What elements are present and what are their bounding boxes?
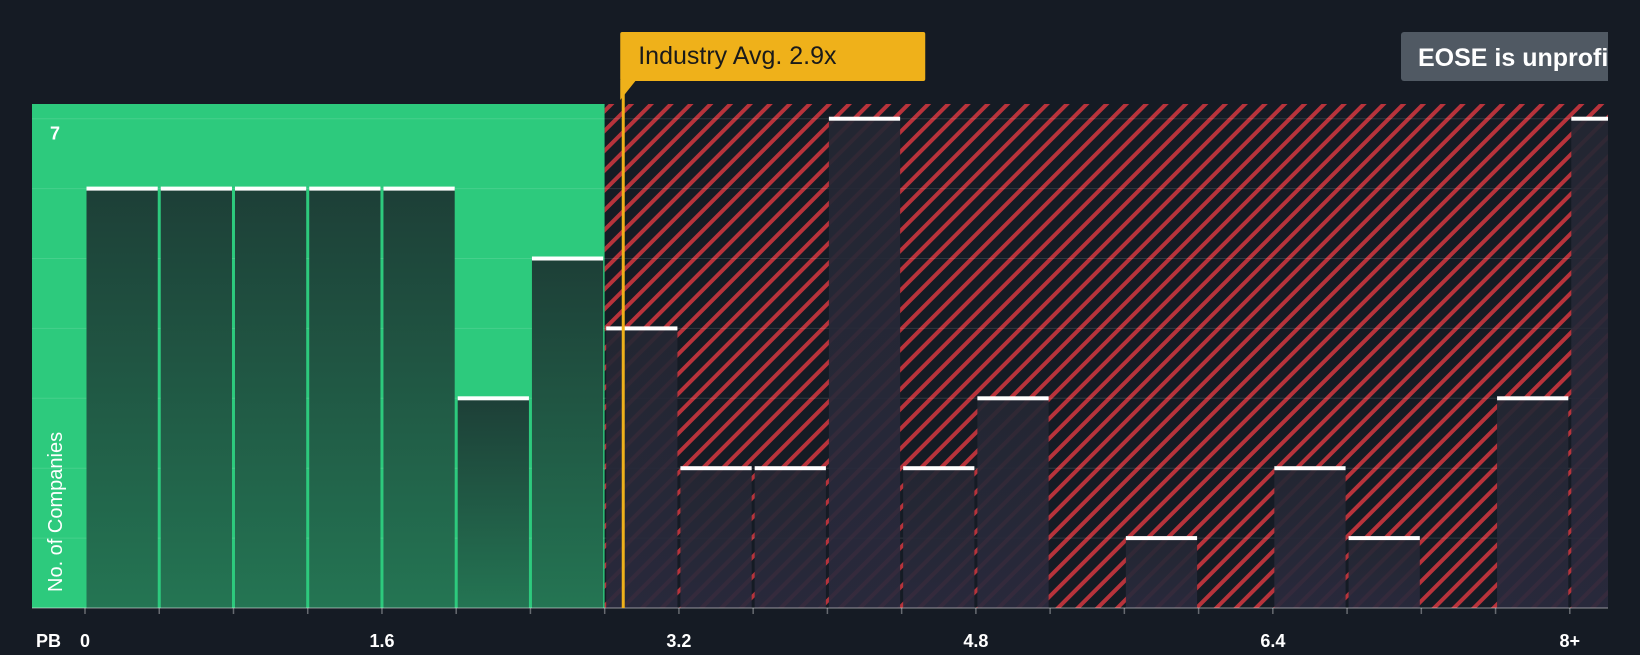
x-tick-label: 4.8 bbox=[963, 631, 988, 650]
bar-top-marker bbox=[1126, 536, 1197, 540]
x-tick-label: 6.4 bbox=[1260, 631, 1285, 650]
y-axis-label: No. of Companies bbox=[45, 432, 67, 592]
histogram-bar bbox=[383, 187, 454, 608]
histogram-bar bbox=[161, 187, 232, 608]
bar-top-marker bbox=[235, 187, 306, 191]
histogram-bar bbox=[903, 466, 974, 608]
bar-top-marker bbox=[755, 466, 826, 470]
bar-top-marker bbox=[532, 257, 603, 261]
histogram-bar bbox=[235, 187, 306, 608]
bar-top-marker bbox=[1571, 117, 1640, 121]
histogram-bar bbox=[755, 466, 826, 608]
bar-top-marker bbox=[977, 396, 1048, 400]
bar-top-marker bbox=[1349, 536, 1420, 540]
x-tick-label: 3.2 bbox=[666, 631, 691, 650]
industry-average-label: Industry Avg. 2.9x bbox=[638, 42, 837, 70]
bar-top-marker bbox=[309, 187, 380, 191]
x-axis-ticks bbox=[85, 608, 1640, 614]
histogram-bar bbox=[1497, 396, 1568, 608]
bar-top-marker bbox=[458, 396, 529, 400]
bar-top-marker bbox=[87, 187, 158, 191]
bar-top-marker bbox=[161, 187, 232, 191]
bar-top-marker bbox=[1497, 396, 1568, 400]
bar-top-marker bbox=[383, 187, 454, 191]
x-tick-label: 1.6 bbox=[369, 631, 394, 650]
bar-top-marker bbox=[903, 466, 974, 470]
bar-top-marker bbox=[1274, 466, 1345, 470]
histogram-bar bbox=[1571, 117, 1640, 608]
x-tick-label: 8+ bbox=[1560, 631, 1581, 650]
histogram-bar bbox=[1126, 536, 1197, 608]
bar-top-marker bbox=[680, 466, 751, 470]
histogram-bar bbox=[87, 187, 158, 608]
bar-top-marker bbox=[606, 326, 677, 330]
x-axis-metric-label: PB bbox=[36, 631, 61, 650]
x-tick-label: 0 bbox=[80, 631, 90, 650]
histogram-bar bbox=[606, 326, 677, 608]
histogram-bar bbox=[458, 396, 529, 608]
y-tick-label: 7 bbox=[50, 124, 60, 144]
company-status-text: EOSE is unprofitable bbox=[1418, 44, 1640, 72]
histogram-bar bbox=[309, 187, 380, 608]
histogram-bar bbox=[977, 396, 1048, 608]
histogram-bar bbox=[829, 117, 900, 608]
histogram-bar bbox=[680, 466, 751, 608]
histogram-bar bbox=[532, 257, 603, 609]
histogram-bar bbox=[1349, 536, 1420, 608]
bar-top-marker bbox=[829, 117, 900, 121]
histogram-bar bbox=[1274, 466, 1345, 608]
